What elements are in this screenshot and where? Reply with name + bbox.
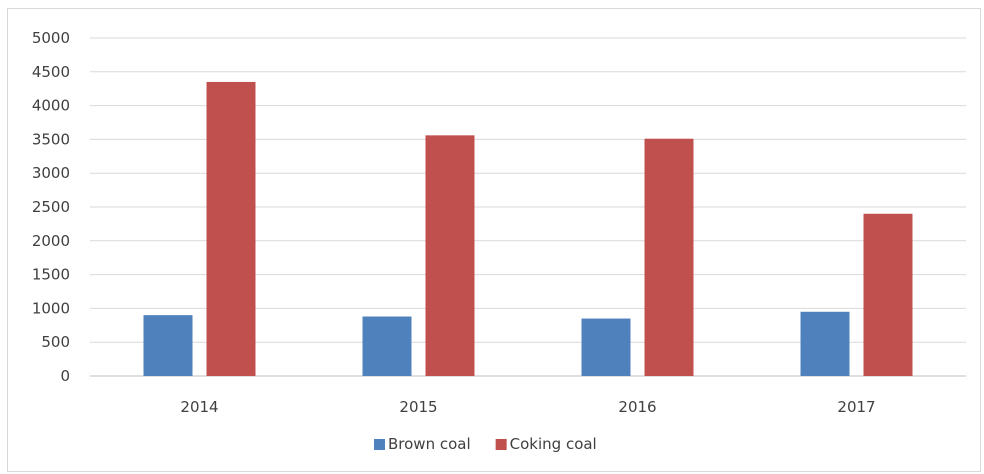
legend: Brown coal Coking coal [374,435,597,453]
bar-brown-coal-2014 [143,315,193,376]
bar-coking-coal-2017 [863,213,913,376]
y-tick-label: 2500 [32,198,70,216]
x-tick-label: 2014 [180,398,218,416]
y-tick-label: 3500 [32,130,70,148]
legend-label: Coking coal [510,435,597,453]
y-tick-label: 4000 [32,97,70,115]
chart-frame [7,8,981,472]
y-tick-label: 5000 [32,29,70,47]
x-tick-label: 2017 [837,398,875,416]
y-axis-ticks: 0 500 1000 1500 2000 2500 3000 3500 4000 4500 5000 [32,29,70,385]
x-axis-ticks: 2014 2015 2016 2017 [180,398,875,416]
legend-swatch-brown-coal [374,439,385,450]
y-tick-label: 1500 [32,266,70,284]
x-tick-label: 2016 [618,398,656,416]
bar-coking-coal-2015 [425,135,475,376]
bar-brown-coal-2016 [581,318,631,376]
bars [143,81,913,376]
legend-label: Brown coal [388,435,471,453]
y-tick-label: 500 [41,333,70,351]
y-tick-label: 2000 [32,232,70,250]
bar-brown-coal-2015 [362,316,412,376]
bar-coking-coal-2016 [644,138,694,376]
y-tick-label: 4500 [32,63,70,81]
y-tick-label: 0 [60,367,70,385]
x-tick-label: 2015 [399,398,437,416]
bar-brown-coal-2017 [800,311,850,376]
y-tick-label: 3000 [32,164,70,182]
y-tick-label: 1000 [32,299,70,317]
legend-swatch-coking-coal [495,439,507,450]
bar-coking-coal-2014 [206,81,256,376]
